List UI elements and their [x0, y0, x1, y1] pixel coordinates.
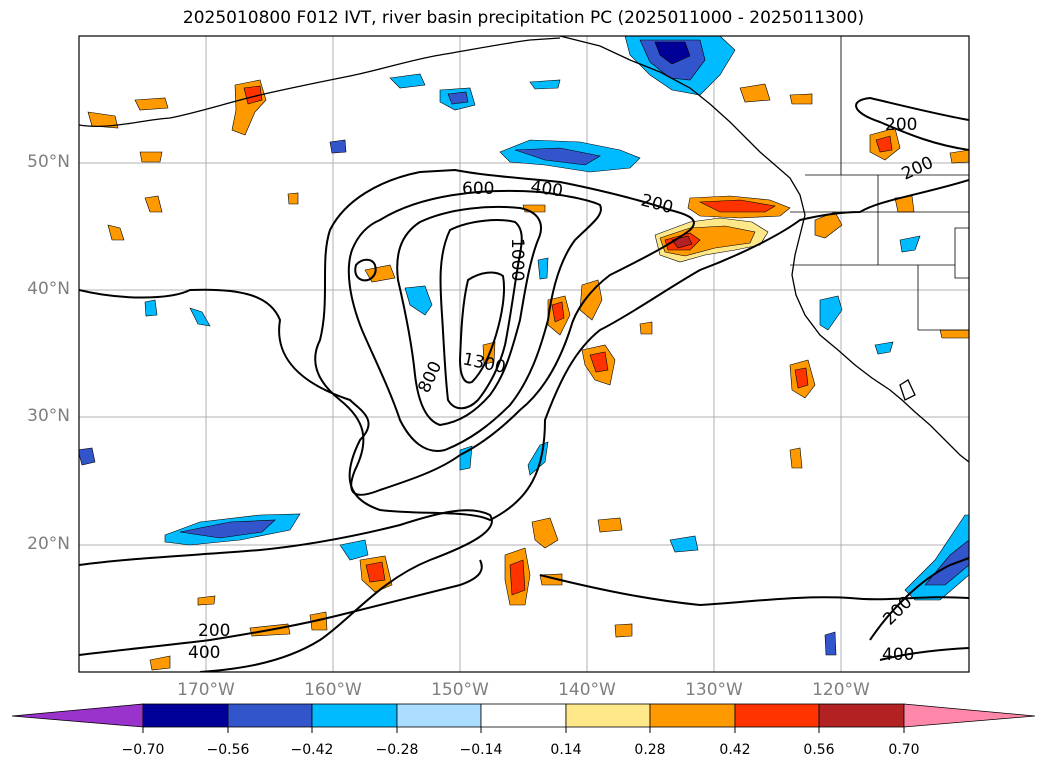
- lat-label-20n: 20°N: [27, 534, 70, 554]
- colorbar-extend-high: [903, 703, 1036, 728]
- political-borders: [790, 36, 969, 331]
- contour-label-200-ne2: 200: [899, 153, 937, 185]
- contour-label-1300: 1300: [461, 349, 507, 378]
- colorbar-extend-low: [11, 703, 144, 728]
- contour-label-400-se: 400: [882, 645, 914, 665]
- contour-label-200-center: 200: [639, 191, 676, 219]
- lat-label-50n: 50°N: [27, 152, 70, 172]
- contour-label-600: 600: [462, 179, 494, 199]
- lat-label-40n: 40°N: [27, 279, 70, 299]
- contour-labels: 200 200 200 400 600 1000 1300 800 200 40…: [188, 115, 937, 665]
- colorbar-bin-3: [311, 703, 398, 728]
- contour-label-200-sw: 200: [198, 621, 230, 641]
- colorbar-label-9: 0.56: [803, 742, 835, 758]
- colorbar-ticks: [142, 727, 905, 733]
- contour-label-1000: 1000: [507, 238, 527, 281]
- ivt-contours: [79, 96, 969, 672]
- colorbar-label-1: −0.70: [121, 742, 165, 758]
- colorbar-bin-1: [142, 703, 229, 728]
- colorbar-label-3: −0.42: [290, 742, 334, 758]
- colorbar-bin-7: [649, 703, 736, 728]
- colorbar: [11, 703, 1036, 733]
- contour-label-200-ne: 200: [885, 115, 917, 135]
- contour-label-400-sw: 400: [188, 643, 220, 663]
- map-title: 2025010800 F012 IVT, river basin precipi…: [182, 8, 865, 28]
- colorbar-bin-6: [565, 703, 651, 728]
- contour-label-400-center: 400: [529, 177, 564, 201]
- positive-pc-shading: [87, 79, 969, 671]
- colorbar-bin-8: [734, 703, 820, 728]
- lat-label-30n: 30°N: [27, 406, 70, 426]
- colorbar-label-10: 0.70: [888, 742, 920, 758]
- lon-label-130w: 130°W: [685, 680, 743, 700]
- colorbar-bin-4: [396, 703, 482, 728]
- colorbar-label-6: 0.14: [550, 742, 582, 758]
- lon-label-160w: 160°W: [304, 680, 362, 700]
- lon-label-140w: 140°W: [558, 680, 616, 700]
- colorbar-bin-9: [818, 703, 905, 728]
- colorbar-label-5: −0.14: [459, 742, 503, 758]
- lon-label-170w: 170°W: [177, 680, 235, 700]
- colorbar-bin-5: [480, 703, 567, 728]
- coastlines: [79, 36, 969, 463]
- colorbar-label-4: −0.28: [375, 742, 419, 758]
- colorbar-label-7: 0.28: [634, 742, 666, 758]
- contour-label-800: 800: [414, 358, 446, 396]
- lon-label-150w: 150°W: [431, 680, 489, 700]
- colorbar-bin-2: [227, 703, 313, 728]
- negative-pc-shading: [79, 36, 969, 656]
- map-frame: [78, 35, 970, 673]
- lon-label-120w: 120°W: [812, 680, 870, 700]
- colorbar-label-2: −0.56: [206, 742, 250, 758]
- colorbar-label-8: 0.42: [719, 742, 751, 758]
